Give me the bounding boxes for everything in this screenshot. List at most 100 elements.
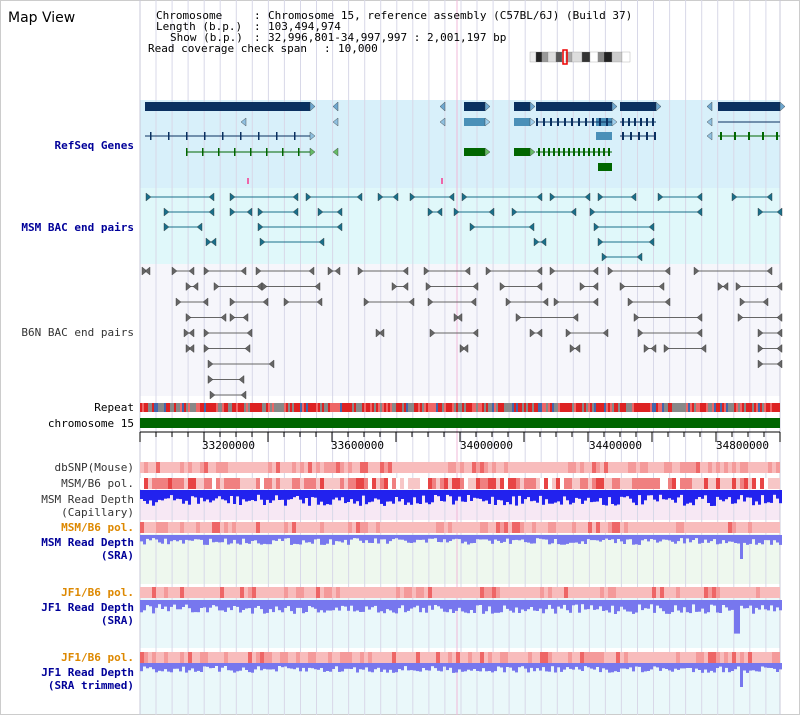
polymorphism-cell — [240, 522, 244, 533]
b6n-bac-pair-end — [363, 297, 370, 307]
read-depth-bar — [641, 535, 644, 541]
repeat-segment — [416, 403, 418, 412]
repeat-segment — [204, 403, 206, 412]
b6n-bac-pair-end — [569, 344, 576, 353]
b6n-bac-pair-end — [144, 266, 151, 276]
read-depth-bar — [740, 490, 743, 496]
read-depth-bar — [779, 535, 782, 545]
polymorphism-cell — [364, 652, 368, 663]
read-depth-bar — [206, 490, 209, 500]
polymorphism-cell — [252, 587, 256, 598]
polymorphism-cell — [556, 587, 560, 598]
refseq-exon — [548, 148, 550, 156]
polymorphism-cell — [360, 522, 364, 533]
msm-bac-pair-end — [377, 192, 384, 202]
polymorphism-cell — [488, 522, 492, 533]
track-label-jf1-depth-trim-1[interactable]: JF1 Read Depth — [41, 666, 134, 679]
read-depth-bar — [179, 663, 182, 672]
read-depth-bar — [533, 535, 536, 544]
polymorphism-cell — [744, 587, 748, 598]
refseq-exon — [538, 148, 540, 156]
read-depth-bar — [707, 600, 710, 613]
read-depth-bar — [476, 535, 479, 540]
polymorphism-cell — [476, 522, 480, 533]
repeat-segment — [220, 403, 222, 412]
read-depth-bar — [701, 600, 704, 609]
polymorphism-cell — [208, 522, 212, 533]
polymorphism-cell — [260, 522, 264, 533]
read-depth-bar — [164, 535, 167, 539]
polymorphism-cell — [724, 478, 728, 489]
repeat-segment — [612, 403, 614, 412]
track-label-b6n-bac[interactable]: B6N BAC end pairs — [21, 326, 134, 339]
read-depth-bar — [209, 600, 212, 608]
read-depth-bar — [314, 490, 317, 498]
track-label-msm-b6-pol-2[interactable]: MSM/B6 pol. — [61, 521, 134, 534]
polymorphism-cell — [404, 652, 408, 663]
polymorphism-cell — [484, 478, 488, 489]
msm-bac-track-bg — [140, 188, 780, 264]
read-depth-bar — [638, 535, 641, 545]
read-depth-bar — [767, 600, 770, 611]
track-label-jf1-b6-pol-2[interactable]: JF1/B6 pol. — [61, 651, 134, 664]
read-depth-bar — [245, 535, 248, 544]
read-depth-bar — [368, 535, 371, 543]
track-label-msm-b6-pol-1[interactable]: MSM/B6 pol. — [61, 477, 134, 490]
polymorphism-cell — [264, 587, 268, 598]
polymorphism-cell — [568, 478, 572, 489]
polymorphism-cell — [360, 462, 364, 473]
polymorphism-cell — [308, 587, 312, 598]
polymorphism-cell — [212, 462, 216, 473]
track-label-dbsnp[interactable]: dbSNP(Mouse) — [54, 461, 134, 474]
polymorphism-cell — [516, 652, 520, 663]
repeat-segment — [724, 403, 726, 412]
read-depth-bar — [695, 663, 698, 669]
polymorphism-cell — [412, 462, 416, 473]
polymorphism-cell — [364, 478, 368, 489]
refseq-exon — [571, 118, 573, 126]
track-label-repeat[interactable]: Repeat — [94, 401, 134, 414]
msm-bac-pair-end — [461, 192, 468, 202]
read-depth-bar — [482, 490, 485, 502]
polymorphism-cell — [464, 462, 468, 473]
polymorphism-cell — [448, 587, 452, 598]
repeat-segment — [578, 403, 580, 412]
track-label-msm-depth-cap-1[interactable]: MSM Read Depth — [41, 493, 134, 506]
polymorphism-cell — [656, 587, 660, 598]
repeat-segment — [456, 403, 458, 412]
polymorphism-cell — [260, 478, 264, 489]
polymorphism-cell — [492, 462, 496, 473]
polymorphism-cell — [408, 462, 412, 473]
read-depth-bar — [545, 490, 548, 500]
repeat-segment — [172, 403, 174, 412]
read-depth-bar — [374, 535, 377, 539]
polymorphism-cell — [204, 462, 208, 473]
track-label-msm-bac[interactable]: MSM BAC end pairs — [21, 221, 134, 234]
polymorphism-cell — [624, 462, 628, 473]
polymorphism-cell — [236, 587, 240, 598]
read-depth-bar — [503, 663, 506, 673]
polymorphism-cell — [152, 478, 156, 489]
read-depth-bar — [425, 663, 428, 671]
polymorphism-cell — [156, 587, 160, 598]
read-depth-bar — [269, 663, 272, 670]
polymorphism-cell — [232, 478, 236, 489]
track-label-jf1-b6-pol-1[interactable]: JF1/B6 pol. — [61, 586, 134, 599]
refseq-gene-arrow — [655, 101, 662, 112]
read-depth-bar — [326, 490, 329, 505]
polymorphism-cell — [652, 522, 656, 533]
read-depth-bar — [362, 535, 365, 543]
track-label-chromosome[interactable]: chromosome 15 — [47, 417, 134, 430]
polymorphism-cell — [380, 652, 384, 663]
track-label-jf1-depth-sra-1[interactable]: JF1 Read Depth — [41, 601, 134, 614]
b6n-bac-pair-end — [776, 328, 783, 338]
track-label-msm-depth-sra-1[interactable]: MSM Read Depth — [41, 536, 134, 549]
repeat-segment — [710, 403, 712, 412]
repeat-segment — [642, 403, 644, 412]
track-label-refseq[interactable]: RefSeq Genes — [54, 139, 134, 152]
polymorphism-cell — [444, 478, 448, 489]
read-depth-bar — [410, 490, 413, 505]
read-depth-bar — [464, 663, 467, 672]
read-depth-bar — [203, 535, 206, 545]
